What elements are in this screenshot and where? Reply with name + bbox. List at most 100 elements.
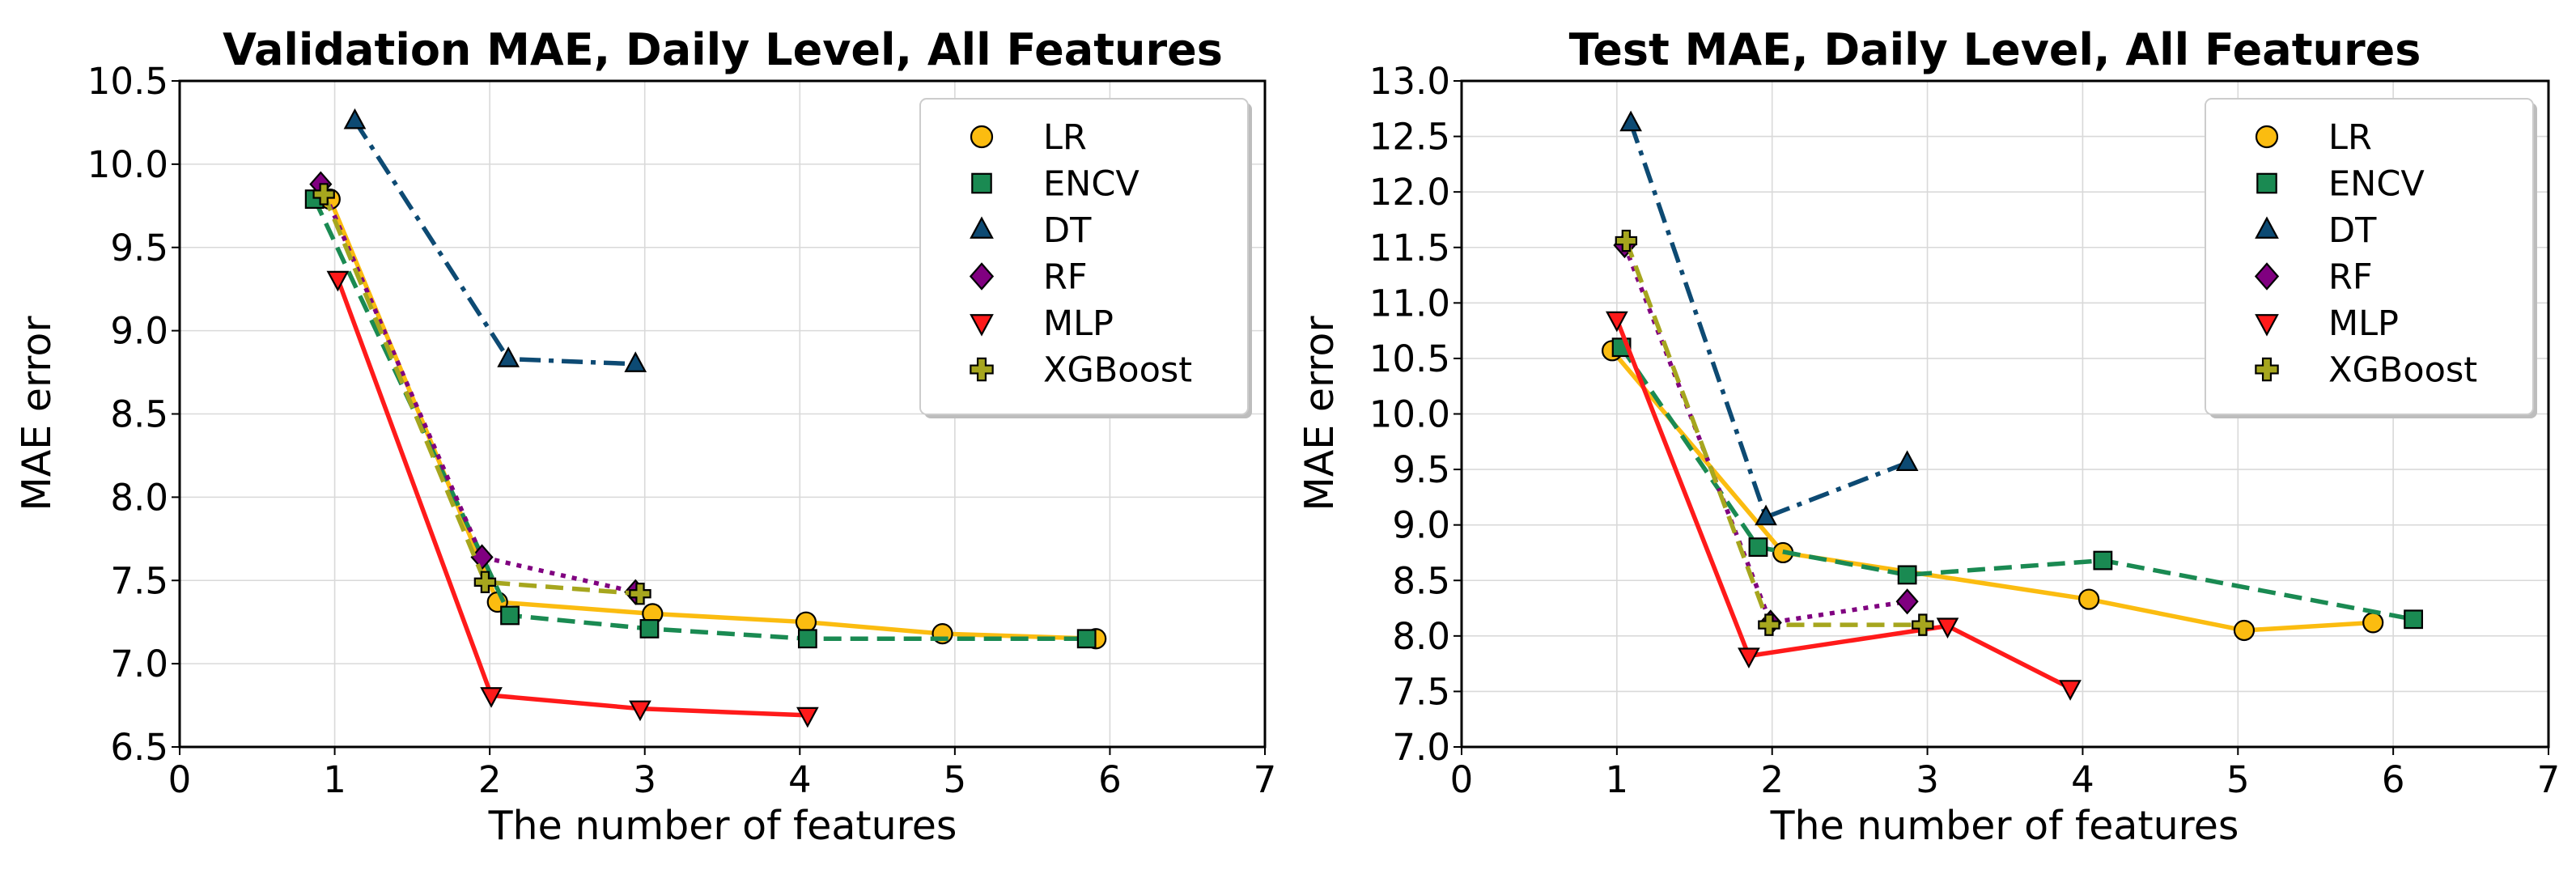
- data-point: [312, 183, 335, 206]
- legend-marker: [2254, 262, 2280, 291]
- data-point: [1076, 629, 1097, 649]
- series-lr: [1602, 340, 2384, 642]
- tick-labels: 0 1 2 3 4 5 6 7 6.5 7.0 7.5 8.0 8.5 9.0 9.5 10.0 10.5: [87, 60, 1277, 801]
- data-point: [1606, 311, 1628, 333]
- x-tick-label: 7: [1254, 758, 1277, 801]
- x-tick-label: 6: [2382, 758, 2405, 801]
- chart-title: Test MAE, Daily Level, All Features: [1569, 24, 2421, 75]
- legend-marker: [2255, 125, 2279, 149]
- x-tick-label: 1: [323, 758, 346, 801]
- data-point: [1738, 647, 1760, 669]
- series-encv: [1611, 337, 2423, 630]
- legend-label: DT: [2328, 210, 2377, 251]
- y-tick-label: 10.0: [87, 143, 168, 186]
- y-tick-label: 9.5: [110, 227, 168, 269]
- data-point: [1615, 229, 1638, 252]
- data-point: [2404, 609, 2423, 630]
- tick-labels: 0 1 2 3 4 5 6 7 7.0 7.5 8.0 8.5 9.0 9.5 10.0 10.5 11.0 11…: [1369, 60, 2561, 801]
- legend-label: XGBoost: [2328, 350, 2477, 391]
- series-line: [335, 278, 808, 718]
- chart-title: Validation MAE, Daily Level, All Feature…: [223, 24, 1223, 75]
- series-line: [1628, 122, 1908, 520]
- data-point: [624, 351, 647, 372]
- x-tick-label: 3: [1916, 758, 1939, 801]
- series-line: [1619, 346, 2414, 622]
- series-xgboost: [312, 183, 651, 605]
- legend-label: LR: [2328, 117, 2372, 158]
- legend-label: DT: [1043, 210, 1092, 251]
- legend-item-encv: ENCV: [2256, 164, 2425, 205]
- data-point: [1755, 504, 1777, 526]
- x-tick-label: 4: [788, 758, 812, 801]
- test-chart: Test MAE, Daily Level, All Features 0 1 2 3…: [1296, 24, 2560, 849]
- legend-item-lr: LR: [970, 117, 1087, 158]
- data-point: [796, 706, 819, 728]
- y-axis-label: MAE error: [14, 316, 60, 511]
- legend-marker: [2255, 357, 2279, 382]
- legend-label: RF: [1043, 257, 1088, 298]
- x-tick-label: 0: [1450, 758, 1474, 801]
- legend-label: ENCV: [1043, 164, 1139, 205]
- data-point: [795, 611, 817, 633]
- x-tick-label: 2: [1760, 758, 1784, 801]
- data-point: [480, 687, 503, 708]
- series-layer: [1602, 110, 2423, 701]
- legend-marker: [970, 314, 994, 337]
- legend-item-rf: RF: [969, 257, 1088, 298]
- data-point: [2233, 619, 2256, 642]
- series-line: [1615, 318, 2072, 690]
- series-xgboost: [1615, 229, 1934, 636]
- x-tick-label: 5: [944, 758, 967, 801]
- legend-marker: [970, 125, 994, 149]
- legend-marker: [2255, 216, 2279, 239]
- legend: LR ENCV DT RF MLP XGBoost: [919, 98, 1252, 418]
- legend-box: [2205, 98, 2534, 415]
- legend-marker: [970, 357, 994, 382]
- series-line: [328, 198, 1097, 642]
- x-tick-label: 6: [1098, 758, 1122, 801]
- data-point: [2362, 612, 2384, 634]
- y-tick-label: 12.5: [1369, 116, 1450, 159]
- data-point: [797, 629, 817, 649]
- x-tick-label: 7: [2537, 758, 2561, 801]
- y-tick-label: 9.5: [1392, 448, 1450, 491]
- data-point: [1897, 565, 1917, 585]
- legend-label: LR: [1043, 117, 1087, 158]
- legend-item-dt: DT: [2255, 210, 2377, 251]
- y-tick-label: 9.0: [1392, 504, 1450, 547]
- series-mlp: [326, 270, 819, 728]
- x-axis-label: The number of features: [488, 803, 957, 849]
- legend-item-mlp: MLP: [970, 303, 1114, 344]
- y-tick-label: 8.5: [110, 393, 168, 436]
- series-line: [321, 193, 641, 596]
- data-point: [326, 270, 350, 292]
- data-point: [1758, 613, 1780, 636]
- y-tick-label: 12.0: [1369, 171, 1450, 214]
- data-point: [343, 108, 367, 129]
- y-tick-label: 6.5: [110, 726, 168, 769]
- legend-label: MLP: [1043, 303, 1114, 344]
- legend-marker: [2255, 314, 2279, 337]
- x-tick-label: 5: [2226, 758, 2250, 801]
- legend-item-rf: RF: [2254, 257, 2373, 298]
- x-tick-label: 4: [2071, 758, 2094, 801]
- series-rf: [309, 171, 647, 605]
- y-tick-label: 7.0: [1392, 726, 1450, 769]
- legend-label: MLP: [2328, 303, 2399, 344]
- legend-item-encv: ENCV: [971, 164, 1139, 205]
- legend-label: RF: [2328, 257, 2373, 298]
- y-tick-label: 8.5: [1392, 559, 1450, 602]
- y-tick-label: 11.5: [1369, 227, 1450, 269]
- data-point: [497, 346, 520, 367]
- x-tick-label: 0: [168, 758, 192, 801]
- legend-item-mlp: MLP: [2255, 303, 2399, 344]
- data-point: [1895, 450, 1919, 471]
- y-tick-label: 10.5: [87, 60, 168, 103]
- legend-marker: [969, 262, 995, 291]
- legend-marker: [971, 172, 992, 194]
- legend-marker: [2256, 172, 2277, 194]
- y-axis-label: MAE error: [1296, 316, 1343, 511]
- legend-label: XGBoost: [1043, 350, 1192, 391]
- series-line: [318, 183, 636, 595]
- data-point: [1936, 617, 1959, 639]
